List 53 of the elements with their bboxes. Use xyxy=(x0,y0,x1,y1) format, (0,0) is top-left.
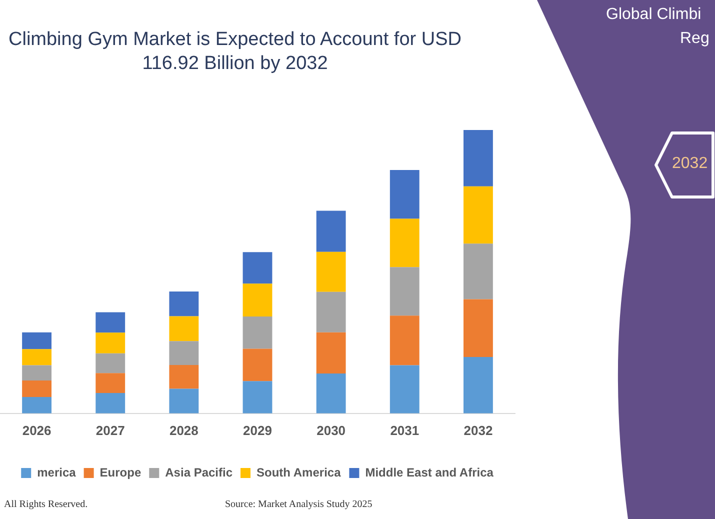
source-note: Source: Market Analysis Study 2025 xyxy=(225,499,372,510)
bar xyxy=(390,365,420,414)
bar xyxy=(169,364,199,389)
bar xyxy=(242,381,272,414)
bar xyxy=(464,186,493,244)
legend-label: Europe xyxy=(100,465,142,480)
bar xyxy=(316,373,346,414)
bar xyxy=(96,353,126,374)
x-tick-label: 2030 xyxy=(316,422,346,438)
bar xyxy=(96,332,126,354)
legend-label: Middle East and Africa xyxy=(365,465,494,480)
x-tick-label: 2027 xyxy=(96,422,125,438)
bar xyxy=(390,316,420,366)
x-tick-label: 2032 xyxy=(464,422,493,438)
bar xyxy=(169,292,199,316)
bar xyxy=(169,316,199,342)
text: Global Climbi xyxy=(606,6,702,24)
bar xyxy=(464,130,493,186)
bar xyxy=(242,316,272,349)
legend-label: Asia Pacific xyxy=(165,465,233,480)
legend-label: South America xyxy=(256,465,342,480)
bar xyxy=(242,284,272,316)
x-tick-label: 2026 xyxy=(22,422,52,438)
x-tick-label: 2031 xyxy=(390,422,420,438)
bar xyxy=(242,348,272,382)
bar xyxy=(22,332,52,350)
text: Reg xyxy=(680,30,710,48)
bar xyxy=(22,380,52,397)
bar xyxy=(96,312,126,333)
bar xyxy=(390,170,420,219)
bar xyxy=(464,357,493,414)
bar xyxy=(242,252,272,284)
bar xyxy=(464,299,493,358)
bar xyxy=(22,396,52,414)
bar xyxy=(96,392,126,414)
bar xyxy=(22,365,52,381)
chart-title: Climbing Gym Market is Expected to Account for USD 116.92 Billion by 2032 xyxy=(8,28,462,76)
bar xyxy=(390,267,420,316)
text: All Rights Reserved. xyxy=(4,499,88,510)
x-tick-label: 2028 xyxy=(169,422,198,438)
text: 2032 xyxy=(672,155,708,173)
bar xyxy=(464,244,493,300)
bar xyxy=(96,373,126,393)
x-tick-label: 2029 xyxy=(243,422,272,438)
bar xyxy=(22,349,52,366)
bar xyxy=(169,341,199,365)
bar xyxy=(169,388,199,414)
legend-label: merica xyxy=(37,465,76,480)
bar xyxy=(316,292,346,332)
bar xyxy=(316,252,346,292)
bar xyxy=(316,210,346,252)
bar xyxy=(316,332,346,374)
bar xyxy=(390,218,420,268)
